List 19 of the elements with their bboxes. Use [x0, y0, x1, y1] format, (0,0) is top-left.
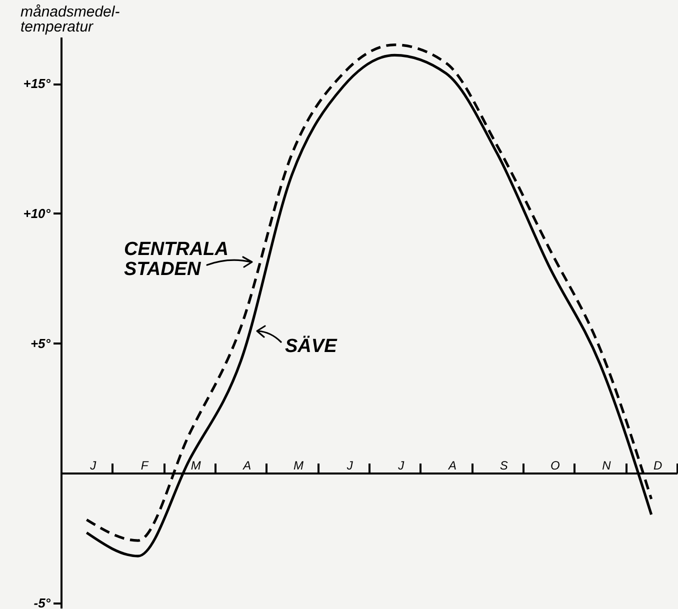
y-axis-title: månadsmedel- temperatur [20, 4, 120, 36]
x-tick-label: M [294, 458, 304, 473]
x-tick-label: J [346, 458, 354, 473]
x-tick-label: O [550, 458, 560, 473]
y-tick-label: +5° [30, 336, 52, 351]
x-tick-label: A [242, 458, 252, 473]
legend-label: SÄVE [285, 335, 338, 357]
x-tick-label: J [397, 458, 406, 473]
x-tick-label: N [602, 458, 612, 473]
y-tick-label: +15° [23, 76, 52, 92]
x-tick-label: M [190, 458, 201, 473]
x-tick-label: F [140, 458, 149, 473]
x-tick-label: J [89, 458, 98, 473]
series-label: CENTRALA STADEN [124, 239, 228, 280]
x-tick-label: S [500, 458, 508, 473]
y-tick-label: +10° [23, 206, 52, 221]
y-tick-label: -5° [34, 595, 52, 609]
x-tick-label: A [447, 458, 457, 473]
x-tick-label: D [653, 458, 662, 473]
